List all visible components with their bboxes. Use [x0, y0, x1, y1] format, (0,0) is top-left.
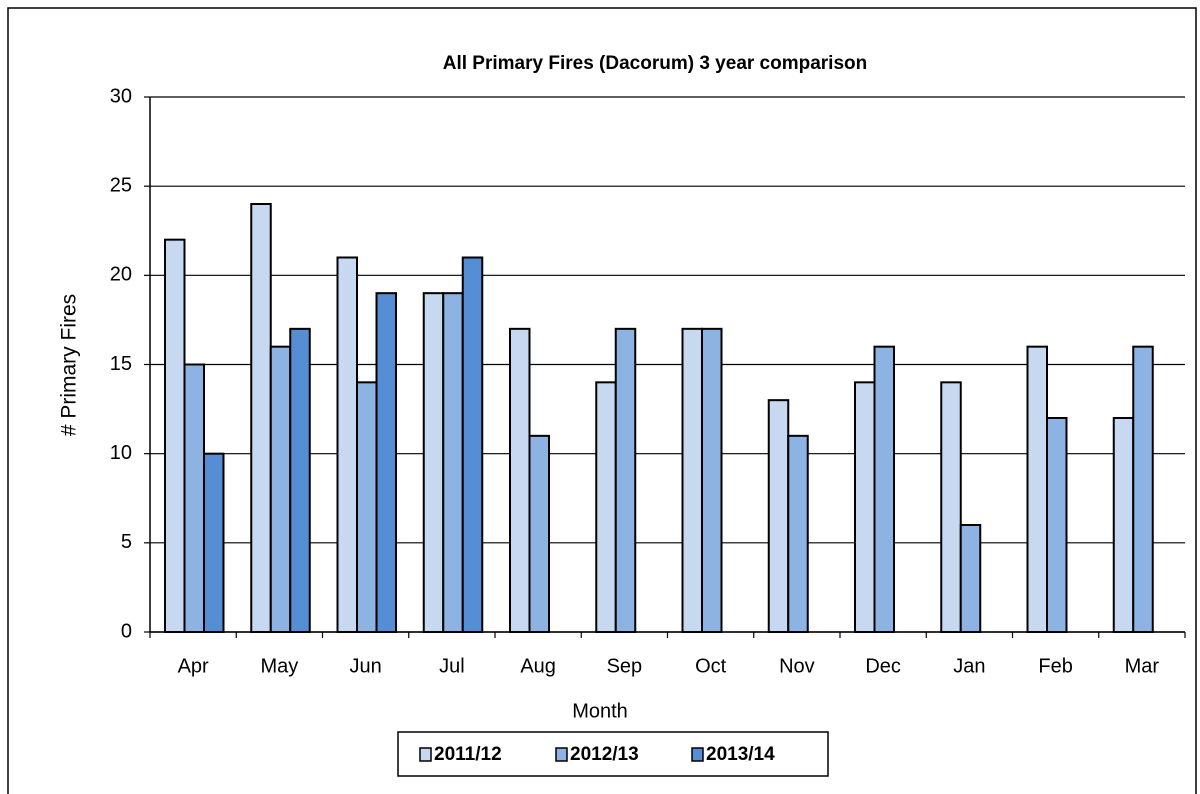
bar [614, 327, 637, 633]
bar [1026, 345, 1048, 633]
x-tick-label: Sep [607, 655, 643, 677]
y-tick-label: 10 [110, 442, 132, 464]
bar [701, 327, 723, 633]
bar [854, 381, 876, 634]
x-axis-label: Month [572, 700, 628, 722]
bar [250, 203, 272, 633]
bar [356, 381, 378, 634]
y-tick-label: 15 [110, 353, 132, 375]
y-tick-label: 25 [110, 174, 132, 196]
x-tick-label: Nov [779, 655, 815, 677]
y-axis-label: # Primary Fires [58, 294, 81, 436]
bar [509, 327, 531, 633]
bar [442, 292, 464, 633]
legend [397, 731, 829, 777]
bar [940, 381, 962, 634]
x-tick-label: Jul [439, 655, 465, 677]
legend-swatch [691, 747, 704, 762]
chart-title: All Primary Fires (Dacorum) 3 year compa… [443, 53, 868, 74]
bar [787, 434, 809, 634]
bar [164, 238, 186, 634]
legend-swatch [419, 747, 432, 762]
bar [336, 256, 358, 633]
x-tick-label: Feb [1038, 655, 1072, 677]
y-tick-label: 5 [121, 531, 132, 553]
x-tick-label: Aug [520, 655, 556, 677]
y-tick-label: 0 [121, 620, 132, 642]
x-tick-label: May [260, 655, 298, 677]
bar [203, 452, 225, 633]
bar [681, 327, 703, 633]
x-tick-label: Mar [1125, 655, 1160, 677]
x-tick-label: Jan [953, 655, 985, 677]
bar [959, 524, 982, 633]
y-tick-label: 30 [110, 85, 132, 107]
bar [422, 292, 445, 633]
bar [595, 381, 617, 634]
bar [528, 434, 550, 634]
x-tick-label: Jun [350, 655, 382, 677]
x-tick-label: Apr [178, 655, 209, 677]
bar [767, 399, 790, 633]
bar [1112, 417, 1135, 633]
x-tick-label: Oct [695, 655, 727, 677]
y-tick-label: 20 [110, 264, 132, 286]
legend-swatch [555, 747, 568, 762]
bar [183, 363, 205, 633]
bar [289, 327, 311, 633]
bar [375, 292, 397, 633]
bar [1132, 345, 1154, 633]
bar [461, 256, 484, 633]
x-tick-label: Dec [865, 655, 901, 677]
bar [1046, 417, 1068, 633]
legend-label: 2012/13 [570, 744, 639, 765]
legend-label: 2013/14 [706, 744, 775, 765]
bar [873, 345, 895, 633]
legend-label: 2011/12 [434, 744, 502, 765]
bar [269, 345, 292, 633]
